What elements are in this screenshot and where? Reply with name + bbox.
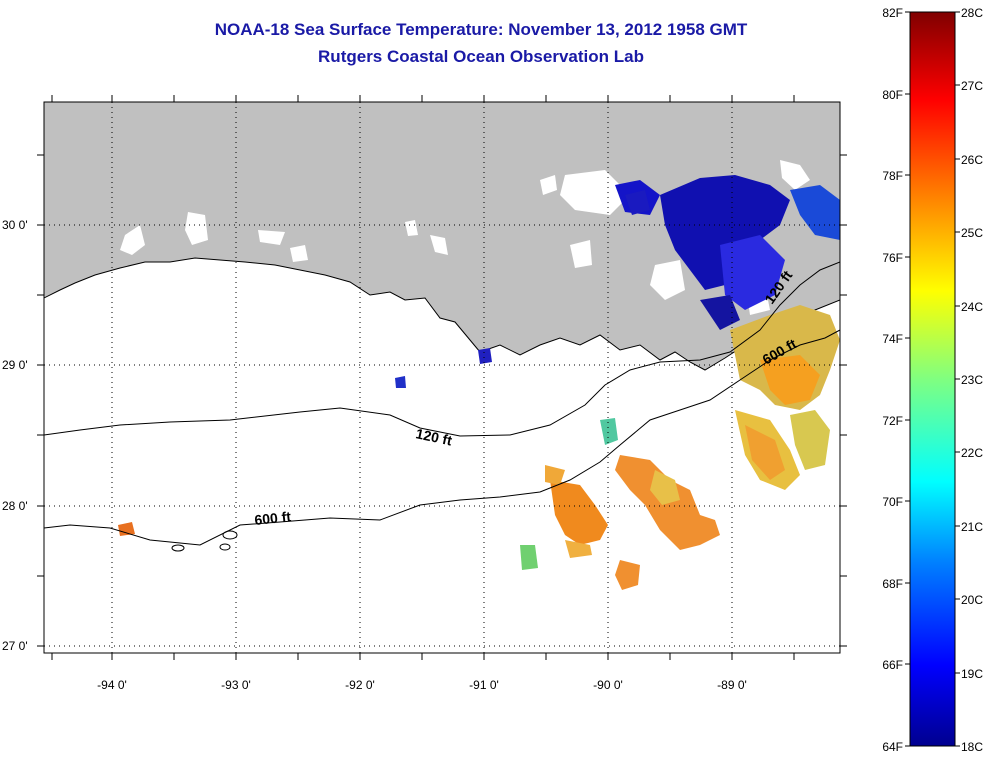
lat-label: 28 0': [2, 499, 28, 513]
land-area: [44, 102, 840, 371]
colorbar-c-label: 22C: [961, 446, 983, 460]
lon-label: -93 0': [221, 678, 251, 692]
colorbar-f-label: 80F: [882, 88, 903, 102]
colorbar-f-label: 82F: [882, 6, 903, 20]
colorbar-f-label: 78F: [882, 169, 903, 183]
lon-label: -90 0': [593, 678, 623, 692]
colorbar-f-label: 74F: [882, 332, 903, 346]
colorbar: [909, 11, 956, 747]
colorbar-f-label: 68F: [882, 577, 903, 591]
lat-lon-grid: [44, 102, 840, 653]
colorbar-f-label: 70F: [882, 495, 903, 509]
colorbar-f-label: 66F: [882, 658, 903, 672]
colorbar-c-label: 27C: [961, 79, 983, 93]
map-frame: [43, 101, 841, 654]
isobath-120ft: [44, 261, 840, 437]
contour-label-600ft: 600 ft: [254, 508, 292, 528]
lat-label: 29 0': [2, 358, 28, 372]
warm-sst-patches: [118, 305, 840, 590]
colorbar-c-label: 24C: [961, 300, 983, 314]
colorbar-c-label: 23C: [961, 373, 983, 387]
map-subtitle: Rutgers Coastal Ocean Observation Lab: [318, 47, 644, 66]
colorbar-c-label: 25C: [961, 226, 983, 240]
colorbar-ticks: [905, 11, 960, 747]
axis-ticks: [37, 95, 847, 660]
lon-label: -89 0': [717, 678, 747, 692]
isobath-islands: [171, 530, 238, 552]
lon-label: -91 0': [469, 678, 499, 692]
colorbar-f-label: 64F: [882, 740, 903, 754]
lat-label: 30 0': [2, 218, 28, 232]
colorbar-c-label: 21C: [961, 520, 983, 534]
contour-label-120ft: 120 ft: [414, 425, 453, 448]
colorbar-c-label: 26C: [961, 153, 983, 167]
lon-label: -94 0': [97, 678, 127, 692]
lat-label: 27 0': [2, 639, 28, 653]
lon-label: -92 0': [345, 678, 375, 692]
colorbar-f-label: 72F: [882, 414, 903, 428]
colorbar-c-label: 28C: [961, 6, 983, 20]
isobath-600ft: [44, 329, 840, 546]
map-title: NOAA-18 Sea Surface Temperature: Novembe…: [214, 20, 748, 39]
colorbar-f-label: 76F: [882, 251, 903, 265]
cold-sst-patches: [395, 175, 840, 388]
colorbar-c-label: 20C: [961, 593, 983, 607]
colorbar-c-label: 19C: [961, 667, 983, 681]
colorbar-c-label: 18C: [961, 740, 983, 754]
